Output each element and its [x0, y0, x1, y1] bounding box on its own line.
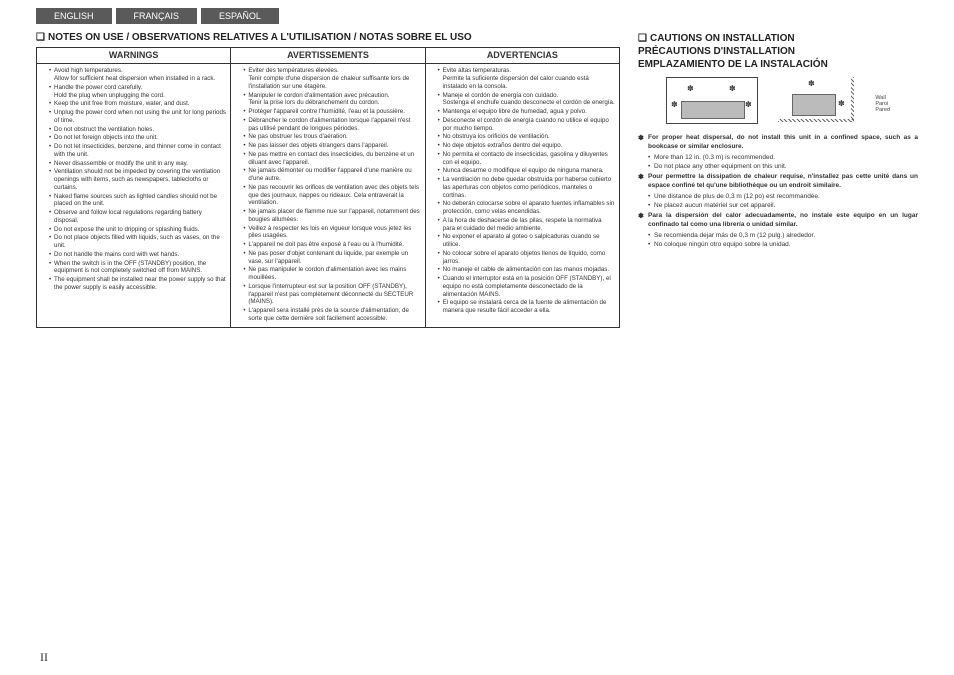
warning-item: Ne pas manipuler le cordon d'alimentatio… [243, 266, 420, 282]
language-tabs: ENGLISH FRANÇAIS ESPAÑOL [36, 8, 918, 24]
star-icon: ✽ [808, 79, 815, 88]
square-bullet-icon: ❏ [638, 33, 647, 44]
col-header-warnings: WARNINGS [37, 48, 231, 64]
warning-item: No exponer el aparato al goteo o salpica… [438, 233, 615, 249]
warning-item: El equipo se instalará cerca de la fuent… [438, 299, 615, 315]
warning-item: Ne pas mettre en contact des insecticide… [243, 151, 420, 167]
warnings-cell-es: Evite altas temperaturas.Permite la sufi… [425, 64, 619, 327]
warning-item: A la hora de deshacerse de las pilas, re… [438, 217, 615, 233]
warnings-table: WARNINGS AVERTISSEMENTS ADVERTENCIAS Avo… [36, 47, 620, 328]
caution-item: For proper heat dispersal, do not instal… [638, 134, 918, 152]
warning-item: Cuando el interruptor está en la posició… [438, 275, 615, 298]
warning-item: No deberán colocarse sobre el aparato fu… [438, 200, 615, 216]
warning-item: L'appareil sera installé près de la sour… [243, 307, 420, 323]
notes-title: ❏NOTES ON USE / OBSERVATIONS RELATIVES A… [36, 32, 620, 43]
installation-diagrams: ✽ ✽ ✽ ✽ ✽ ✽ WallParoiPared [666, 77, 918, 124]
warnings-cell-fr: Eviter des températures élevées.Tenir co… [231, 64, 425, 327]
diagram-wall: ✽ ✽ WallParoiPared [778, 77, 868, 124]
star-icon: ✽ [838, 99, 845, 108]
tab-francais[interactable]: FRANÇAIS [116, 8, 198, 24]
col-header-avertissements: AVERTISSEMENTS [231, 48, 425, 64]
cautions-section: ❏CAUTIONS ON INSTALLATIONPRÉCAUTIONS D'I… [638, 30, 918, 328]
diagram-shelf: ✽ ✽ ✽ ✽ [666, 77, 758, 124]
warning-item: Avoid high temperatures.Allow for suffic… [49, 67, 226, 83]
warning-item: Veillez à respecter les lois en vigueur … [243, 225, 420, 241]
cautions-title: ❏CAUTIONS ON INSTALLATIONPRÉCAUTIONS D'I… [638, 32, 918, 71]
caution-sub-item: Une distance de plus de 0,3 m (12 po) es… [638, 193, 918, 202]
warning-item: Ne pas recouvrir les orifices de ventila… [243, 184, 420, 207]
warning-item: Unplug the power cord when not using the… [49, 109, 226, 125]
warning-item: Ne pas obstruer les trous d'aération. [243, 133, 420, 141]
warning-item: Evite altas temperaturas.Permite la sufi… [438, 67, 615, 90]
square-bullet-icon: ❏ [36, 32, 45, 43]
warning-item: Do not place objects filled with liquids… [49, 234, 226, 250]
warning-item: Débrancher le cordon d'alimentation lors… [243, 117, 420, 133]
warning-item: Nunca desarme o modifique el equipo de n… [438, 167, 615, 175]
caution-item: Pour permettre la dissipation de chaleur… [638, 173, 918, 191]
star-icon: ✽ [729, 84, 736, 93]
warning-item: When the switch is in the OFF (STANDBY) … [49, 260, 226, 276]
warning-item: Ne pas poser d'objet contenant du liquid… [243, 250, 420, 266]
tab-espanol[interactable]: ESPAÑOL [201, 8, 279, 24]
tab-english[interactable]: ENGLISH [36, 8, 112, 24]
wall-label: WallParoiPared [875, 95, 890, 113]
warning-item: The equipment shall be installed near th… [49, 276, 226, 292]
warning-item: Naked flame sources such as lighted cand… [49, 193, 226, 209]
warning-item: Do not expose the unit to dripping or sp… [49, 226, 226, 234]
warning-item: La ventilación no debe quedar obstruida … [438, 176, 615, 199]
warning-item: Observe and follow local regulations reg… [49, 209, 226, 225]
warning-item: Keep the unit free from moisture, water,… [49, 100, 226, 108]
warning-item: Ventilation should not be impeded by cov… [49, 168, 226, 191]
warning-item: Ne jamais placer de flamme nue sur l'app… [243, 208, 420, 224]
warning-item: Do not obstruct the ventilation holes. [49, 126, 226, 134]
warning-item: No colocar sobre el aparato objetos llen… [438, 250, 615, 266]
cautions-list: For proper heat dispersal, do not instal… [638, 134, 918, 250]
warning-item: Ne pas laisser des objets étrangers dans… [243, 142, 420, 150]
caution-sub-item: No coloque ningún otro equipo sobre la u… [638, 241, 918, 250]
star-icon: ✽ [745, 100, 752, 109]
caution-sub-item: More than 12 in. (0.3 m) is recommended. [638, 154, 918, 163]
warning-item: L'appareil ne doit pas être exposé à l'e… [243, 241, 420, 249]
caution-sub-item: Ne placez aucun matériel sur cet apparei… [638, 202, 918, 211]
warning-item: No obstruya los orificios de ventilación… [438, 133, 615, 141]
caution-item: Para la dispersión del calor adecuadamen… [638, 212, 918, 230]
warning-item: Lorsque l'interrupteur est sur la positi… [243, 283, 420, 306]
caution-sub-item: Se recomienda dejar más de 0,3 m (12 pul… [638, 232, 918, 241]
caution-sub-item: Do not place any other equipment on this… [638, 163, 918, 172]
col-header-advertencias: ADVERTENCIAS [425, 48, 619, 64]
page-number: II [40, 650, 48, 665]
notes-on-use-section: ❏NOTES ON USE / OBSERVATIONS RELATIVES A… [36, 30, 620, 328]
warning-item: Do not handle the mains cord with wet ha… [49, 251, 226, 259]
warnings-cell-en: Avoid high temperatures.Allow for suffic… [37, 64, 231, 327]
warning-item: Mantenga el equipo libre de humedad, agu… [438, 108, 615, 116]
warning-item: No maneje el cable de alimentación con l… [438, 266, 615, 274]
warning-item: Eviter des températures élevées.Tenir co… [243, 67, 420, 90]
star-icon: ✽ [671, 100, 678, 109]
warning-item: Never disassemble or modify the unit in … [49, 160, 226, 168]
warning-item: Do not let insecticides, benzene, and th… [49, 143, 226, 159]
warning-item: Desconecte el cordón de energía cuando n… [438, 117, 615, 133]
warning-item: Manipuler le cordon d'alimentation avec … [243, 92, 420, 108]
warning-item: No deje objetos extraños dentro del equi… [438, 142, 615, 150]
warning-item: No permita el contacto de insecticidas, … [438, 151, 615, 167]
star-icon: ✽ [687, 84, 694, 93]
warning-item: Maneje el cordón de energía con cuidado.… [438, 92, 615, 108]
warning-item: Protéger l'appareil contre l'humidité, l… [243, 108, 420, 116]
warning-item: Ne jamais démonter ou modifier l'apparei… [243, 167, 420, 183]
warning-item: Do not let foreign objects into the unit… [49, 134, 226, 142]
warning-item: Handle the power cord carefully.Hold the… [49, 84, 226, 100]
